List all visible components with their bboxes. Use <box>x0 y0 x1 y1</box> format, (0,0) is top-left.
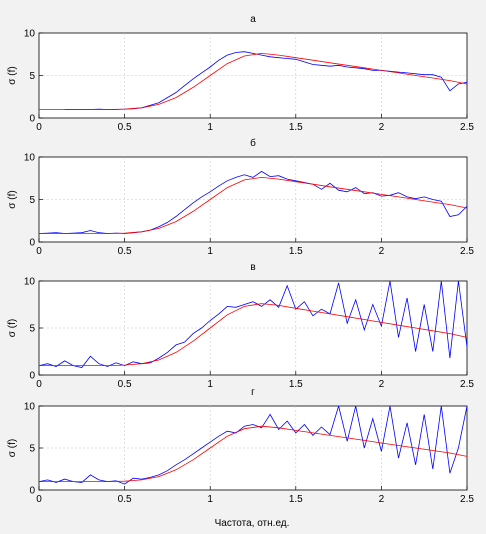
x-tick-label: 1.5 <box>289 246 303 257</box>
x-tick-label: 2 <box>379 122 385 133</box>
panel-2: 0 0.5 1 1.5 2 2.5 0 5 10 б σ (f) <box>7 137 474 257</box>
fit-line <box>39 176 467 234</box>
x-tick-label: 0.5 <box>118 494 132 505</box>
x-tick-label: 2 <box>379 246 385 257</box>
y-axis-label: σ (f) <box>7 66 18 84</box>
fit-line <box>39 52 467 110</box>
x-tick-label: 1.5 <box>289 122 303 133</box>
x-tick-label: 0.5 <box>118 379 132 390</box>
y-tick-label: 5 <box>29 324 35 335</box>
panel-title: а <box>250 14 256 25</box>
y-tick-label: 0 <box>29 486 35 497</box>
x-tick-label: 1 <box>207 122 213 133</box>
y-tick-label: 5 <box>29 195 35 206</box>
panel-title: б <box>250 137 256 149</box>
y-tick-label: 5 <box>29 71 35 82</box>
panel-title: г <box>251 387 255 398</box>
x-tick-label: 1.5 <box>289 494 303 505</box>
y-tick-label: 10 <box>24 153 36 164</box>
y-axis-label: σ (f) <box>7 319 18 337</box>
panel-title: в <box>250 262 255 273</box>
x-tick-label: 2 <box>379 379 385 390</box>
x-tick-label: 1.5 <box>289 379 303 390</box>
x-tick-label: 0 <box>36 379 42 390</box>
x-tick-label: 2 <box>379 494 385 505</box>
x-axis-label: Частота, отн.ед. <box>215 518 290 529</box>
y-tick-label: 5 <box>29 444 35 455</box>
y-tick-label: 10 <box>24 402 36 413</box>
fit-line <box>39 425 467 483</box>
x-tick-label: 1 <box>207 246 213 257</box>
x-tick-label: 2.5 <box>460 246 474 257</box>
panel-4: 0 0.5 1 1.5 2 2.5 0 5 10 г σ (f) <box>7 387 474 505</box>
x-tick-label: 0.5 <box>118 246 132 257</box>
x-tick-label: 0.5 <box>118 122 132 133</box>
x-tick-label: 0 <box>36 122 42 133</box>
x-tick-label: 2.5 <box>460 122 474 133</box>
x-tick-label: 1 <box>207 379 213 390</box>
panel-1: 0 0.5 1 1.5 2 2.5 0 5 10 а σ (f) <box>7 14 474 133</box>
y-axis-label: σ (f) <box>7 190 18 208</box>
x-tick-label: 2.5 <box>460 494 474 505</box>
panel-3: 0 0.5 1 1.5 2 2.5 0 5 10 в σ (f) <box>7 262 474 390</box>
y-tick-label: 10 <box>24 29 36 40</box>
x-tick-label: 0 <box>36 246 42 257</box>
y-tick-label: 0 <box>29 238 35 249</box>
y-tick-label: 10 <box>24 277 36 288</box>
x-tick-label: 0 <box>36 494 42 505</box>
x-tick-label: 2.5 <box>460 379 474 390</box>
x-tick-label: 1 <box>207 494 213 505</box>
y-tick-label: 0 <box>29 114 35 125</box>
y-tick-label: 0 <box>29 371 35 382</box>
fit-line <box>39 303 467 367</box>
y-axis-label: σ (f) <box>7 439 18 457</box>
